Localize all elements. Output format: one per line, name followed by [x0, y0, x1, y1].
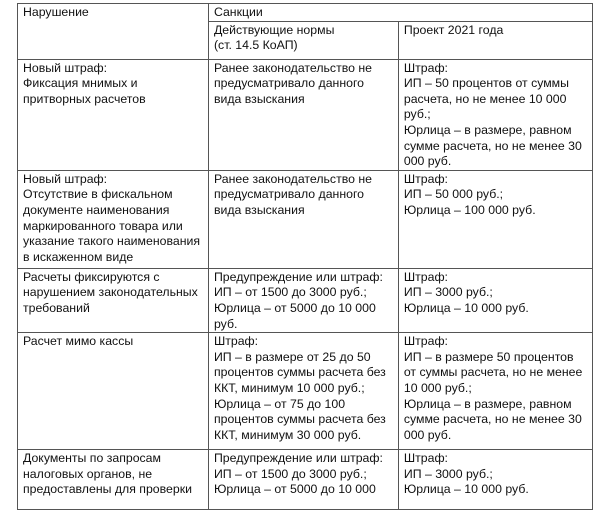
cell-line: Юрлица – от 75 до 100: [213, 396, 346, 411]
cell-violation: Расчет мимо кассы: [17, 332, 209, 451]
cell-line: Штраф:: [403, 269, 448, 284]
cell-line: предоставлены для проверки: [23, 482, 192, 497]
cell-current: Штраф: ИП – в размере от 25 до 50 проценто…: [207, 332, 399, 451]
cell-line: ИП – в размере от 25 до 50: [213, 349, 371, 364]
cell-violation: Расчеты фиксируются с нарушением законода…: [17, 267, 209, 334]
cell-line: Юрлица – в размере, равном: [403, 396, 572, 411]
subheader-row: Действующие нормы (ст. 14.5 КоАП) Проект …: [18, 20, 594, 60]
header-sanctions: Санкции: [207, 3, 594, 22]
cell-line: Фиксация мнимых и: [23, 76, 138, 91]
cell-current: Предупреждение или штраф: ИП – от 1500 до…: [207, 449, 399, 510]
cell-line: Юрлица – 100 000 руб.: [403, 202, 536, 217]
cell-line: Юрлица – в размере, равном: [403, 122, 572, 137]
cell-project: Штраф: ИП – 3000 руб.; Юрлица – 10 000 руб…: [397, 267, 594, 334]
cell-line: Штраф:: [403, 451, 448, 466]
cell-current: Ранее законодательство не предусматривало…: [207, 58, 399, 171]
cell-line: Юрлица – 10 000 руб.: [403, 482, 529, 497]
header-project: Проект 2021 года: [397, 20, 594, 60]
table-row: Документы по запросам налоговых органов, …: [17, 449, 594, 510]
cell-line: Отсутствие в фискальном: [23, 187, 173, 202]
cell-line: ИП – 50 процентов от суммы: [403, 76, 569, 91]
cell-line: вида взыскания: [213, 202, 305, 217]
cell-current: Предупреждение или штраф: ИП – от 1500 до…: [207, 267, 399, 334]
table-row: Расчеты фиксируются с нарушением законода…: [17, 267, 594, 334]
table-row: Расчет мимо кассы Штраф: ИП – в размере от…: [17, 332, 594, 451]
table-row: Новый штраф: Отсутствие в фискальном докум…: [17, 169, 594, 269]
cell-line: ИП – от 1500 до 3000 руб.;: [213, 285, 367, 300]
cell-line: маркированного товара или: [23, 218, 183, 233]
cell-line: Предупреждение или штраф:: [213, 269, 383, 284]
cell-line: нарушением законодательных: [23, 285, 198, 300]
cell-project: Штраф: ИП – 50 000 руб.; Юрлица – 100 000 …: [397, 169, 594, 269]
header-violation: Нарушение: [17, 3, 209, 60]
cell-line: 000 руб.: [403, 427, 452, 442]
cell-line: Штраф:: [213, 334, 259, 349]
cell-line: ИП – от 1500 до 3000 руб.;: [213, 466, 367, 481]
cell-line: налоговых органов, не: [23, 466, 153, 481]
cell-line: требований: [23, 300, 90, 315]
header-current: Действующие нормы (ст. 14.5 КоАП): [207, 20, 399, 60]
cell-line: Новый штраф:: [23, 171, 108, 186]
cell-line: расчета, но не менее 10 000: [403, 91, 567, 106]
cell-line: Ранее законодательство не: [213, 171, 372, 186]
cell-line: Расчет мимо кассы: [23, 334, 134, 349]
cell-line: процентов суммы расчета без: [213, 365, 386, 380]
cell-line: в искаженном виде: [23, 249, 134, 264]
cell-line: указание такого наименования: [23, 234, 201, 249]
cell-line: 000 руб.: [403, 154, 452, 169]
cell-line: Документы по запросам: [23, 451, 161, 466]
cell-line: сумме расчета, но не менее 30: [403, 412, 582, 427]
cell-line: Предупреждение или штраф:: [213, 451, 383, 466]
cell-line: процентов суммы расчета без: [213, 412, 386, 427]
cell-line: Новый штраф:: [23, 60, 108, 75]
cell-line: Юрлица – 10 000 руб.: [403, 300, 529, 315]
cell-line: (ст. 14.5 КоАП): [213, 38, 298, 53]
cell-line: сумме расчета, но не менее 30: [403, 138, 582, 153]
cell-line: документе наименования: [23, 202, 170, 217]
cell-line: руб.: [213, 316, 238, 331]
cell-line: Проект 2021 года: [403, 22, 504, 37]
cell-line: Юрлица – от 5000 до 10 000: [213, 300, 376, 315]
cell-line: Расчеты фиксируются с: [23, 269, 160, 284]
cell-line: 10 000 руб.;: [403, 380, 472, 395]
cell-line: Ранее законодательство не: [213, 60, 372, 75]
table-row: Новый штраф: Фиксация мнимых и притворных …: [17, 58, 594, 171]
cell-line: вида взыскания: [213, 91, 305, 106]
cell-line: ИП – в размере 50 процентов: [403, 349, 574, 364]
cell-violation: Документы по запросам налоговых органов, …: [17, 449, 209, 510]
cell-project: Штраф: ИП – 3000 руб.; Юрлица – 10 000 руб…: [397, 449, 594, 510]
header-sanctions-text: Санкции: [213, 5, 263, 19]
cell-line: предусматривало данного: [213, 76, 365, 91]
cell-violation: Новый штраф: Отсутствие в фискальном докум…: [17, 169, 209, 269]
cell-current: Ранее законодательство не предусматривало…: [207, 169, 399, 269]
cell-line: ККТ, минимум 10 000 руб.;: [213, 380, 365, 395]
cell-line: Действующие нормы: [213, 22, 335, 37]
cell-line: предусматривало данного: [213, 187, 365, 202]
cell-line: притворных расчетов: [23, 91, 146, 106]
cell-project: Штраф: ИП – в размере 50 процентов от сумм…: [397, 332, 594, 451]
cell-violation: Новый штраф: Фиксация мнимых и притворных …: [17, 58, 209, 171]
cell-line: Штраф:: [403, 334, 448, 349]
cell-line: ИП – 3000 руб.;: [403, 466, 493, 481]
header-row: Нарушение Санкции: [17, 3, 594, 60]
cell-line: ИП – 50 000 руб.;: [403, 187, 504, 202]
cell-line: от суммы расчета, но не менее: [403, 365, 583, 380]
cell-line: ККТ, минимум 30 000 руб.: [213, 427, 362, 442]
header-violation-text: Нарушение: [23, 5, 89, 19]
cell-line: Юрлица – от 5000 до 10 000: [213, 482, 376, 497]
cell-line: руб.;: [403, 107, 431, 122]
cell-line: Штраф:: [403, 60, 448, 75]
cell-project: Штраф: ИП – 50 процентов от суммы расчета,…: [397, 58, 594, 171]
cell-line: ИП – 3000 руб.;: [403, 285, 493, 300]
cell-line: Штраф:: [403, 171, 448, 186]
sanctions-table: Нарушение Санкции Действующие нормы (ст. …: [17, 3, 594, 510]
